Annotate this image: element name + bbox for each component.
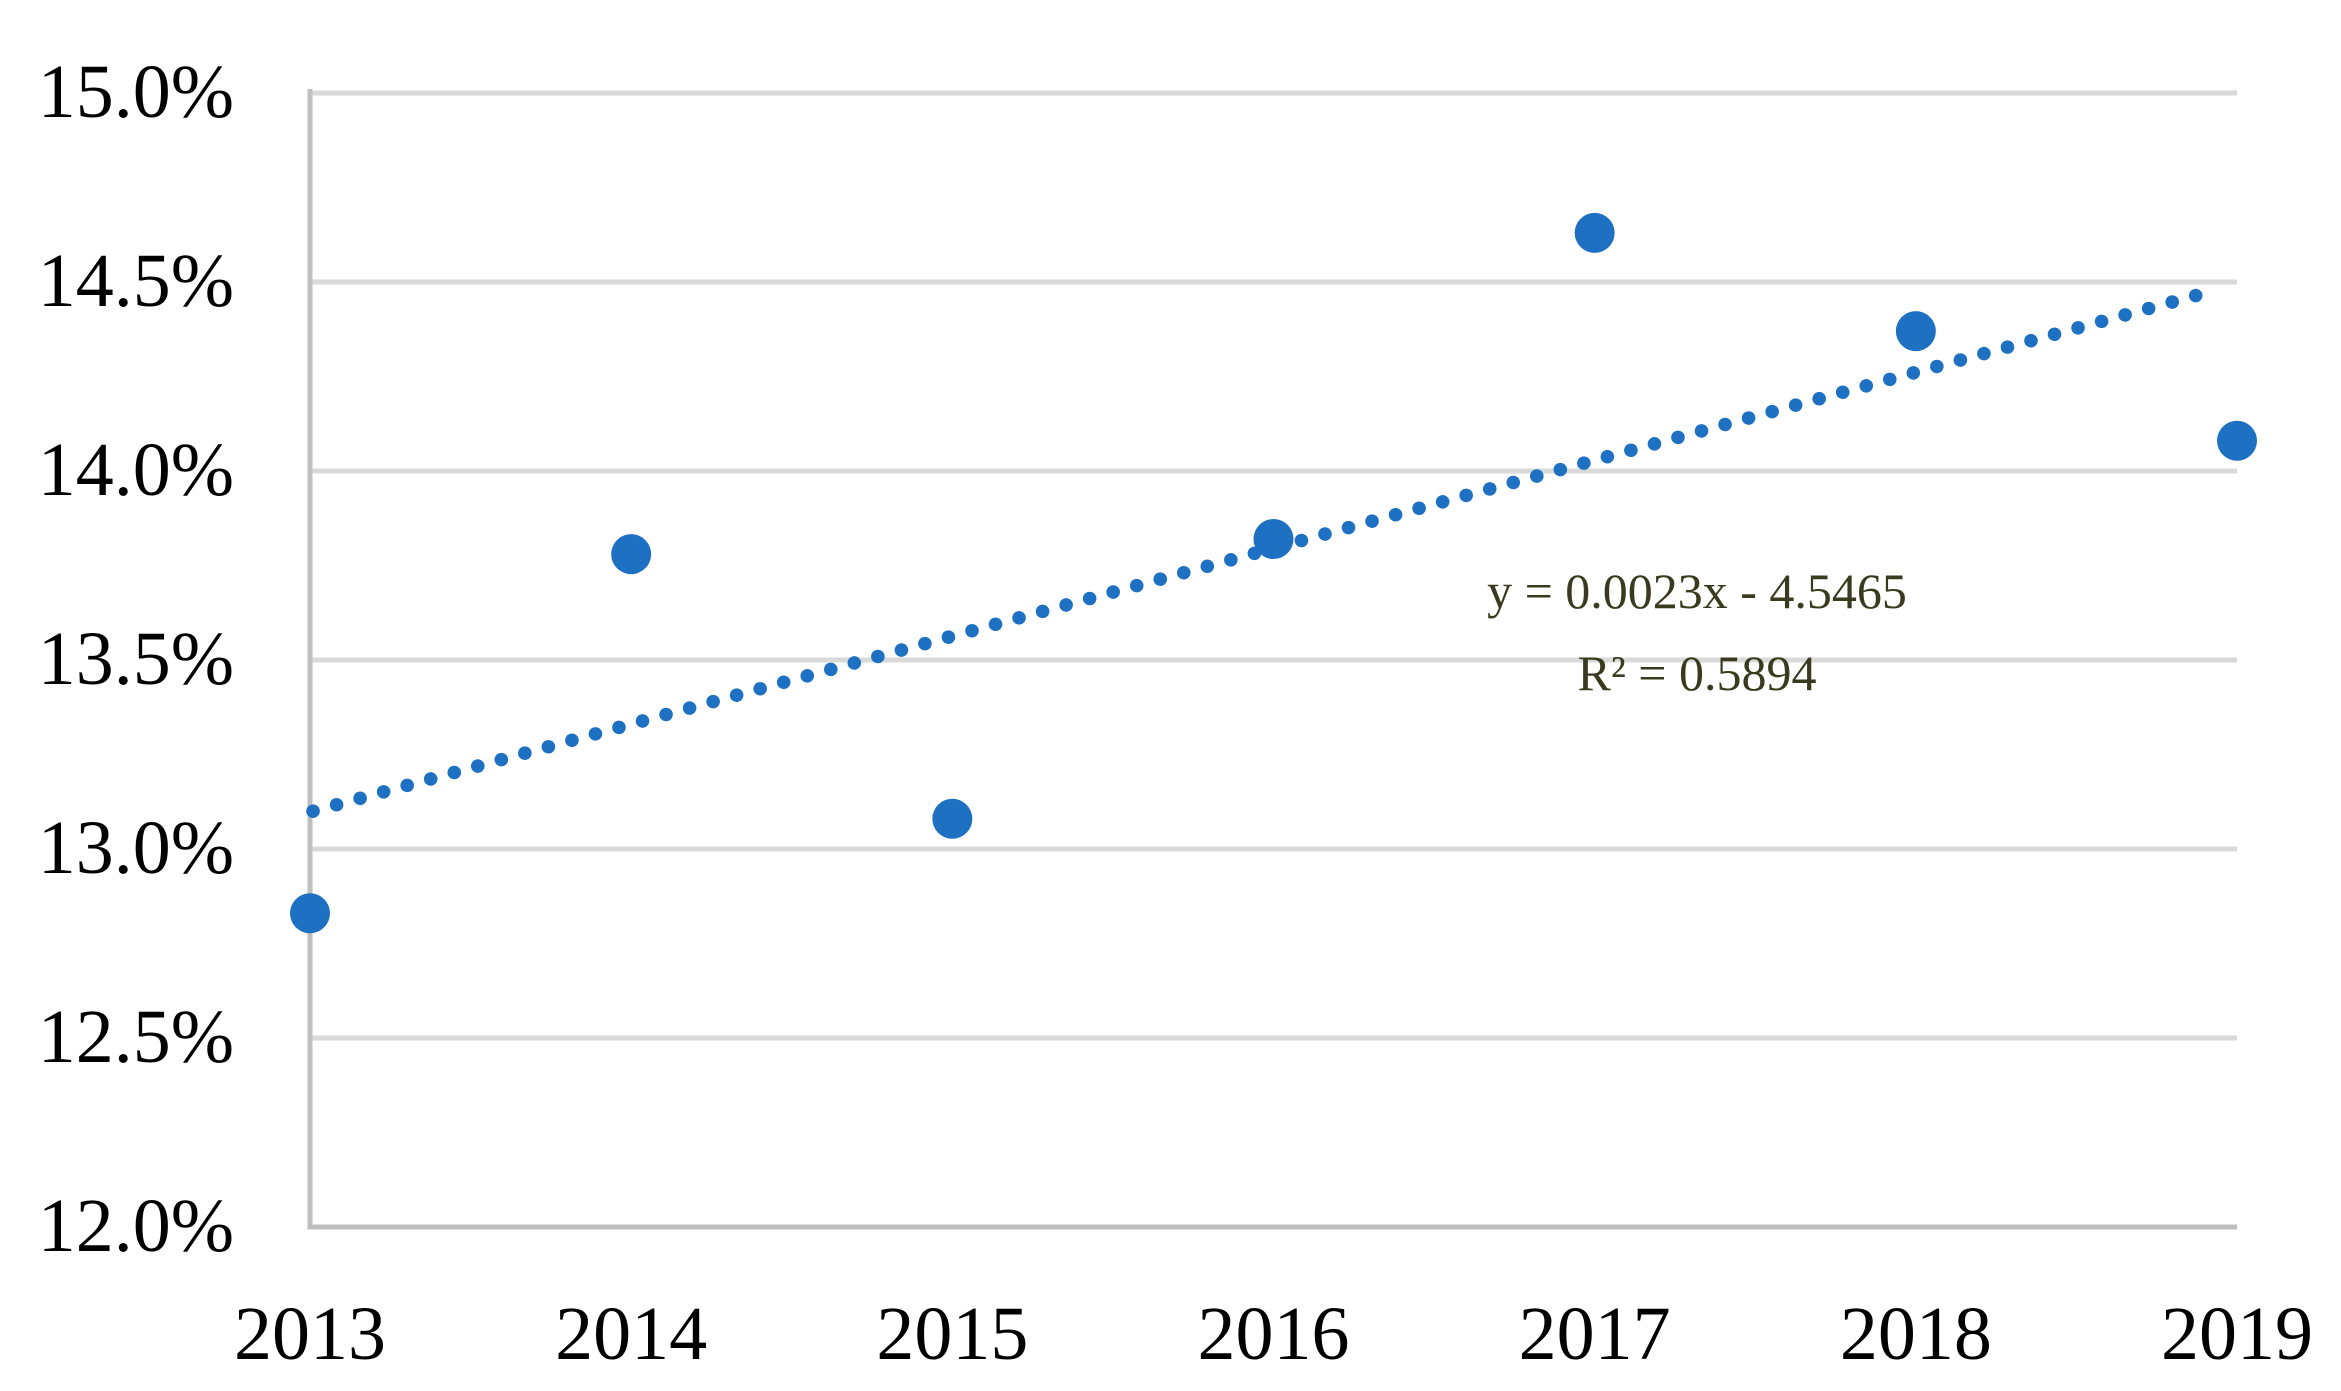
x-tick-label-2014: 2014 [555,1292,708,1376]
data-point-2013 [290,893,330,934]
x-tick-label-2015: 2015 [876,1292,1029,1376]
data-point-2016 [1253,519,1294,560]
y-tick-label-12.5pct: 12.5% [37,995,234,1079]
x-tick-label-2017: 2017 [1518,1292,1671,1376]
y-tick-label-13.0pct: 13.0% [37,806,234,890]
x-tick-label-2019: 2019 [2161,1292,2313,1376]
x-tick-label-2016: 2016 [1197,1292,1350,1376]
data-point-2015 [932,798,973,839]
y-tick-label-15.0pct: 15.0% [37,50,234,134]
data-point-2019 [2217,420,2257,461]
y-tick-label-12.0pct: 12.0% [37,1184,234,1268]
data-point-2014 [611,534,652,575]
x-tick-label-2018: 2018 [1839,1292,1992,1376]
y-tick-label-13.5pct: 13.5% [37,617,234,701]
trendline-equation-block: y = 0.0023x - 4.5465 R² = 0.5894 [1322,550,2072,714]
r-squared-label: R² = 0.5894 [1577,645,1817,701]
data-point-2017 [1574,212,1615,253]
data-point-2018 [1895,311,1936,352]
trendline-equation: y = 0.0023x - 4.5465 [1487,563,1907,619]
y-tick-label-14.5pct: 14.5% [37,239,234,323]
y-tick-label-14.0pct: 14.0% [37,428,234,512]
x-tick-label-2013: 2013 [234,1292,386,1376]
